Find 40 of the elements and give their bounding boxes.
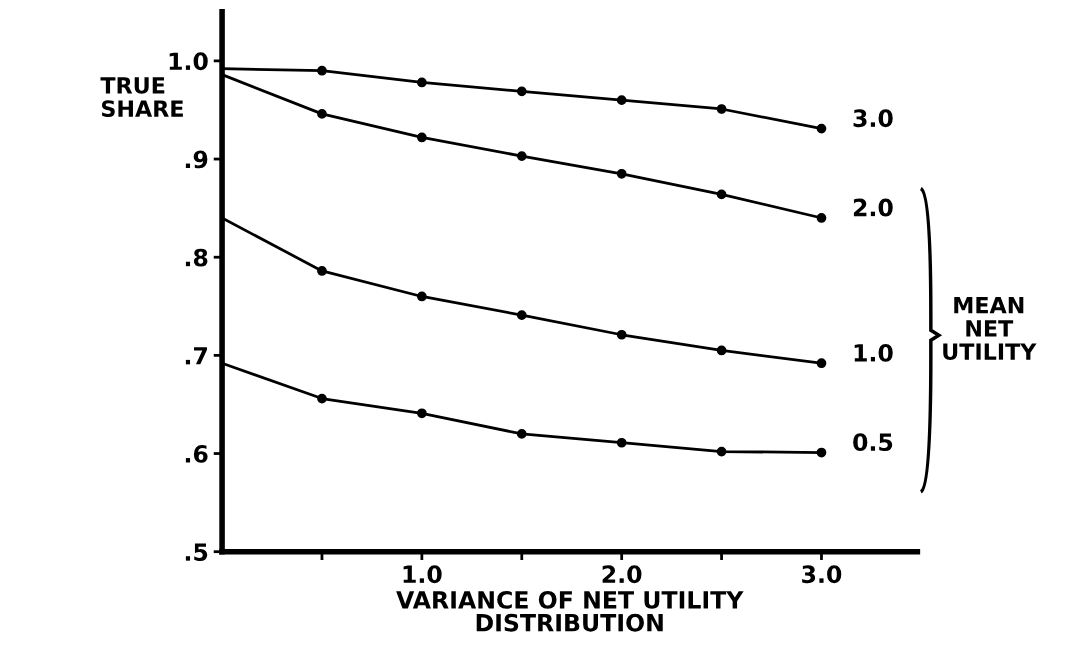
point (417, 291, 427, 302)
point (417, 77, 427, 88)
point (616, 95, 627, 106)
point (417, 408, 427, 419)
series-label: 3.0 (853, 109, 893, 128)
x-tick-label: 2.0 (602, 565, 642, 584)
y-tick-label: .9 (185, 150, 208, 169)
y-axis-title: TRUE SHARE (100, 77, 183, 117)
point (516, 151, 527, 161)
x-axis-title: VARIANCE OF NET UTILITY DISTRIBUTION (396, 590, 744, 632)
point (716, 104, 727, 114)
point (816, 358, 827, 369)
point (417, 132, 427, 143)
point (317, 65, 327, 76)
point (716, 446, 727, 457)
y-tick-label: .5 (185, 543, 208, 561)
point (816, 123, 827, 134)
point (816, 447, 827, 458)
series-label: 0.5 (853, 433, 893, 452)
point (716, 345, 727, 356)
x-tick-label: 3.0 (802, 565, 842, 584)
series-label: 1.0 (854, 343, 893, 362)
point (616, 437, 627, 448)
point (716, 189, 727, 200)
legend-title: MEAN NET UTILITY (943, 297, 1037, 360)
y-tick-label: .6 (185, 445, 208, 463)
y-tick-label: .8 (185, 248, 208, 267)
series-label: 2.0 (853, 198, 893, 217)
y-tick-label: .7 (185, 347, 207, 365)
point (816, 213, 827, 223)
point (616, 329, 627, 340)
point (516, 86, 527, 97)
point (516, 429, 527, 439)
point (516, 310, 527, 320)
point (616, 168, 627, 179)
point (317, 393, 327, 404)
y-tick-label: 1.0 (169, 52, 208, 71)
x-tick-label: 1.0 (403, 565, 442, 584)
point (317, 109, 327, 119)
point (317, 266, 327, 276)
